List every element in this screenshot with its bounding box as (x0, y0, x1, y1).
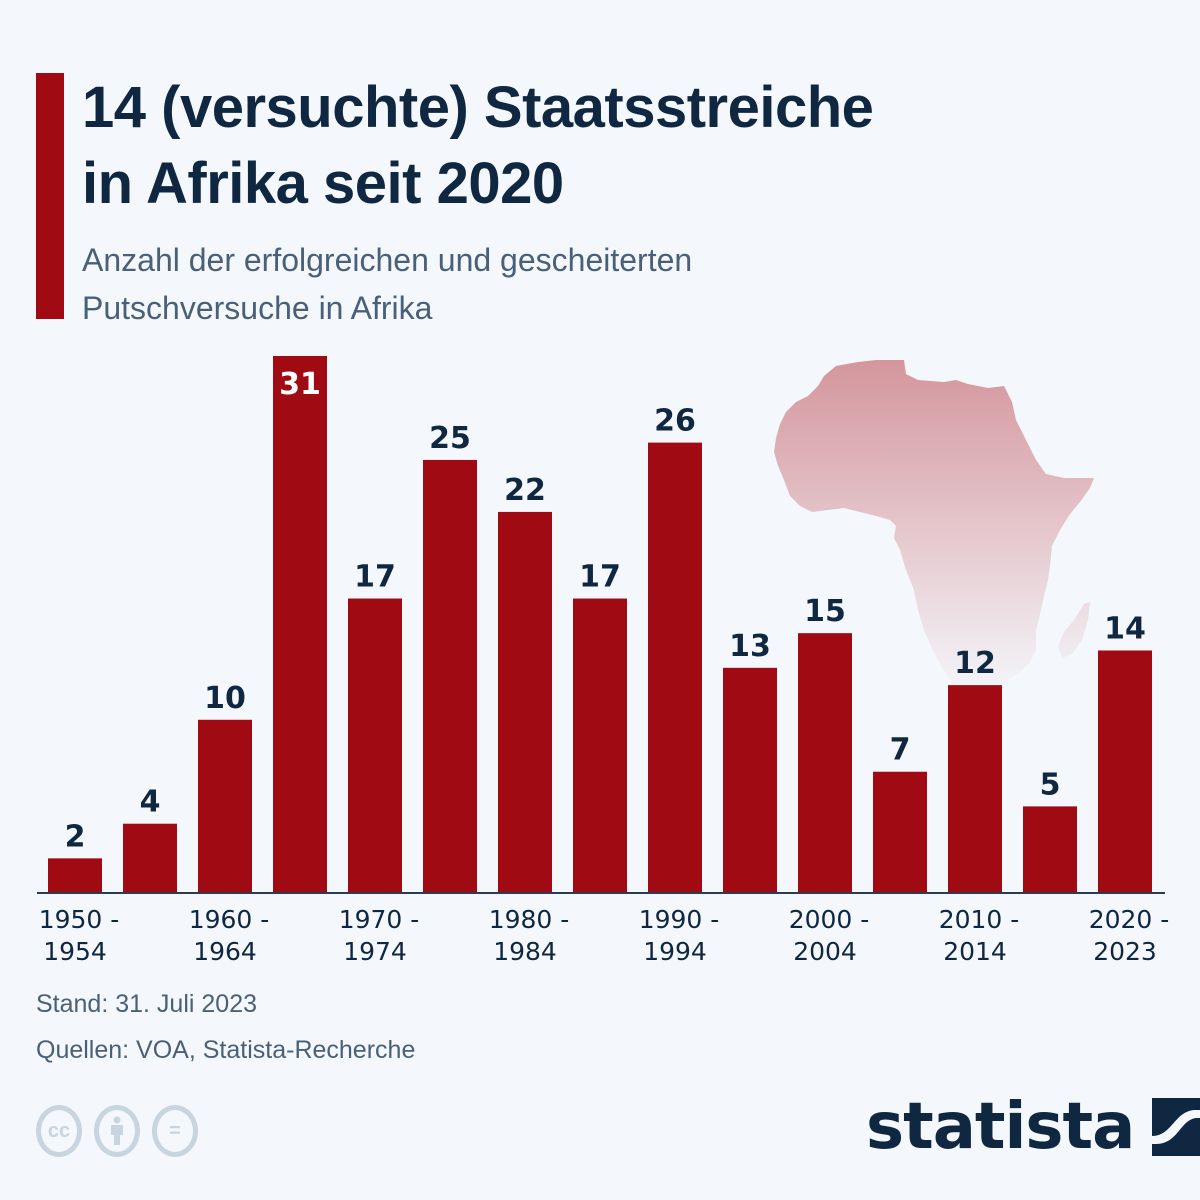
value-label-2020-2023: 14 (1104, 611, 1146, 646)
x-tick-label-1950-1954-line2: 1954 (43, 937, 107, 966)
bar-1985-1989 (573, 598, 627, 893)
bar-1995-1999 (723, 667, 777, 893)
chart-title-line1: 14 (versuchte) Staatsstreiche (82, 75, 874, 140)
bar-2000-2004 (798, 633, 852, 893)
x-tick-label-1980-1984-line2: 1984 (493, 937, 557, 966)
x-tick-label-1980-1984-line1: 1980 - (489, 905, 570, 934)
value-label-2005-2009: 7 (890, 733, 911, 768)
bar-1970-1974 (348, 598, 402, 893)
chart-subtitle: Anzahl der erfolgreichen und gescheitert… (82, 236, 1082, 332)
value-label-1995-1999: 13 (729, 629, 771, 664)
chart-subtitle-line2: Putschversuche in Afrika (82, 290, 433, 326)
value-label-1980-1984: 22 (504, 473, 546, 508)
x-tick-label-1960-1964-line1: 1960 - (189, 905, 270, 934)
value-label-1970-1974: 17 (354, 560, 396, 595)
value-label-1990-1994: 26 (654, 404, 696, 439)
chart-subtitle-line1: Anzahl der erfolgreichen und gescheitert… (82, 242, 693, 278)
value-label-2010-2014: 12 (954, 646, 996, 681)
bar-1960-1964 (198, 719, 252, 893)
x-tick-label-1990-1994-line2: 1994 (643, 937, 707, 966)
x-tick-label-1950-1954-line1: 1950 - (39, 905, 120, 934)
bar-1955-1959 (123, 823, 177, 893)
title-accent-bar (36, 73, 64, 319)
x-tick-label-1970-1974-line1: 1970 - (339, 905, 420, 934)
x-tick-label-1990-1994-line1: 1990 - (639, 905, 720, 934)
cc-icon[interactable]: cc (36, 1105, 82, 1157)
footer-stand: Stand: 31. Juli 2023 (36, 990, 257, 1018)
bar-1990-1994 (648, 442, 702, 893)
value-label-1985-1989: 17 (579, 560, 621, 595)
no-derivatives-icon[interactable]: = (152, 1105, 198, 1157)
bar-1975-1979 (423, 459, 477, 893)
value-label-1975-1979: 25 (429, 421, 471, 456)
bar-1950-1954 (48, 858, 102, 893)
cc-icon-text: cc (47, 1119, 71, 1142)
x-tick-label-1970-1974-line2: 1974 (343, 937, 407, 966)
footer-sources: Quellen: VOA, Statista-Recherche (36, 1036, 416, 1064)
chart-title: 14 (versuchte) Staatsstreiche in Afrika … (82, 70, 1182, 222)
x-tick-label-2020-2023-line2: 2023 (1093, 937, 1157, 966)
bar-1965-1969 (273, 356, 327, 893)
statista-wordmark: statista (866, 1090, 1135, 1164)
x-tick-label-2000-2004-line1: 2000 - (789, 905, 870, 934)
bar-2020-2023 (1098, 650, 1152, 893)
value-label-1960-1964: 10 (204, 681, 246, 716)
bar-chart: 2 4 10 31 17 25 22 17 26 13 15 7 12 5 14 1950 - 1954 196… (37, 356, 1170, 966)
statista-logo-icon (1152, 1098, 1200, 1156)
bar-2015-2019 (1023, 806, 1077, 893)
bar-1980-1984 (498, 511, 552, 893)
x-tick-label-2010-2014-line2: 2014 (943, 937, 1007, 966)
value-label-1950-1954: 2 (65, 819, 86, 854)
x-tick-label-2000-2004-line2: 2004 (793, 937, 857, 966)
x-tick-label-2010-2014-line1: 2010 - (939, 905, 1020, 934)
x-tick-label-2020-2023-line1: 2020 - (1089, 905, 1170, 934)
africa-map-icon (774, 360, 1094, 696)
value-label-2015-2019: 5 (1040, 767, 1061, 802)
license-icons: cc = (36, 1105, 198, 1157)
chart-title-line2: in Afrika seit 2020 (82, 151, 564, 216)
person-icon (111, 1116, 123, 1145)
x-tick-label-1960-1964-line2: 1964 (193, 937, 257, 966)
value-label-2000-2004: 15 (804, 594, 846, 629)
statista-logo[interactable]: statista (866, 1095, 1200, 1159)
bar-2010-2014 (948, 685, 1002, 893)
nd-icon-text: = (169, 1119, 181, 1142)
bar-2005-2009 (873, 771, 927, 893)
value-label-1955-1959: 4 (140, 785, 161, 820)
attribution-icon[interactable] (94, 1105, 140, 1157)
value-label-1965-1969: 31 (279, 367, 321, 402)
